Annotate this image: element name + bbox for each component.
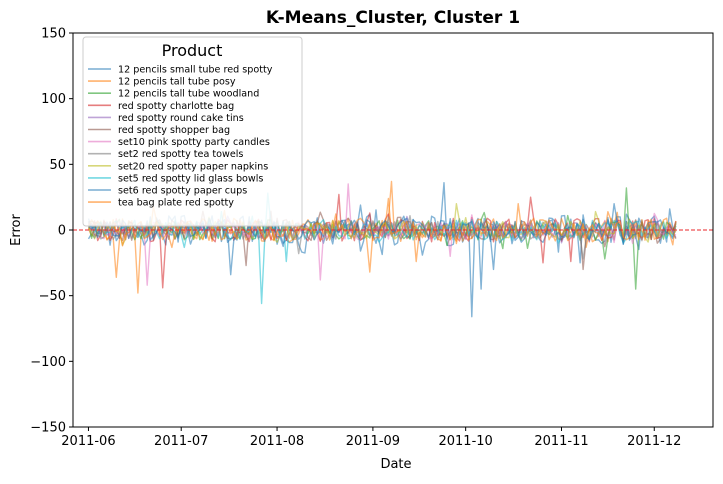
x-axis-label: Date xyxy=(380,457,411,472)
x-tick-label: 2011-12 xyxy=(627,434,681,449)
legend-label: tea bag plate red spotty xyxy=(118,198,234,209)
legend-label: 12 pencils small tube red spotty xyxy=(118,65,273,76)
y-tick-label: 50 xyxy=(49,158,66,173)
legend-label: set20 red spotty paper napkins xyxy=(118,161,268,172)
legend-label: red spotty shopper bag xyxy=(118,125,230,136)
legend-label: red spotty charlotte bag xyxy=(118,101,234,112)
legend-box xyxy=(82,36,303,227)
y-axis-label: Error xyxy=(9,214,24,246)
y-tick-label: 100 xyxy=(41,92,66,107)
y-tick-label: −50 xyxy=(39,289,66,304)
y-tick-label: −100 xyxy=(30,355,66,370)
legend-label: 12 pencils tall tube posy xyxy=(118,77,236,88)
y-tick-label: −150 xyxy=(30,421,66,436)
x-tick-label: 2011-10 xyxy=(438,434,492,449)
legend-label: set6 red spotty paper cups xyxy=(118,186,247,197)
x-tick-label: 2011-09 xyxy=(346,434,400,449)
series-line-7 xyxy=(87,183,677,286)
legend-label: set5 red spotty lid glass bowls xyxy=(118,173,263,184)
x-tick-label: 2011-08 xyxy=(250,434,304,449)
legend-label: 12 pencils tall tube woodland xyxy=(118,89,259,100)
y-tick-label: 150 xyxy=(41,27,66,42)
x-tick-label: 2011-11 xyxy=(534,434,588,449)
x-tick-label: 2011-06 xyxy=(61,434,115,449)
x-axis: 2011-06 2011-07 2011-08 2011-09 2011-10 2011-… xyxy=(61,427,681,449)
y-tick-label: 0 xyxy=(58,224,66,239)
legend-label: set2 red spotty tea towels xyxy=(118,149,243,160)
y-axis: −150 −100 −50 0 50 100 150 xyxy=(30,27,73,436)
legend-label: red spotty round cake tins xyxy=(118,113,244,124)
x-tick-label: 2011-07 xyxy=(154,434,208,449)
legend-title: Product xyxy=(162,41,223,60)
chart-title: K-Means_Cluster, Cluster 1 xyxy=(266,8,520,28)
legend: Product 12 pencils small tube red spotty… xyxy=(82,36,303,227)
legend-label: set10 pink spotty party candles xyxy=(118,137,270,148)
